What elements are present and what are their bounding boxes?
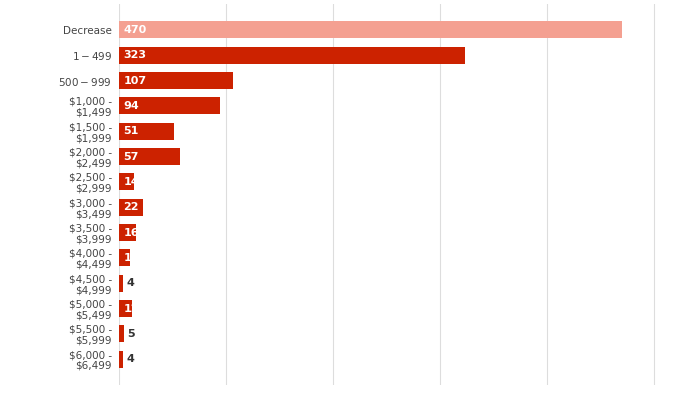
- Text: 107: 107: [123, 75, 146, 86]
- Bar: [119, 21, 622, 39]
- Text: 51: 51: [123, 126, 139, 136]
- Bar: [119, 300, 132, 317]
- Text: 4: 4: [127, 278, 134, 288]
- Text: 10: 10: [123, 253, 139, 263]
- Text: 323: 323: [123, 50, 146, 60]
- Text: 12: 12: [123, 303, 139, 314]
- Bar: [119, 249, 130, 266]
- Bar: [119, 325, 125, 342]
- Bar: [119, 148, 180, 165]
- Bar: [119, 275, 123, 292]
- Text: 22: 22: [123, 202, 139, 212]
- Bar: [119, 351, 123, 368]
- Bar: [119, 198, 143, 216]
- Text: 470: 470: [123, 25, 146, 35]
- Bar: [119, 97, 220, 114]
- Text: 16: 16: [123, 228, 139, 237]
- Bar: [119, 123, 174, 140]
- Bar: [119, 173, 134, 191]
- Bar: [119, 72, 234, 89]
- Text: 57: 57: [123, 152, 139, 162]
- Bar: [119, 224, 136, 241]
- Text: 94: 94: [123, 101, 139, 111]
- Bar: [119, 47, 465, 64]
- Text: 14: 14: [123, 177, 139, 187]
- Text: 4: 4: [127, 354, 134, 364]
- Text: 5: 5: [127, 329, 135, 339]
